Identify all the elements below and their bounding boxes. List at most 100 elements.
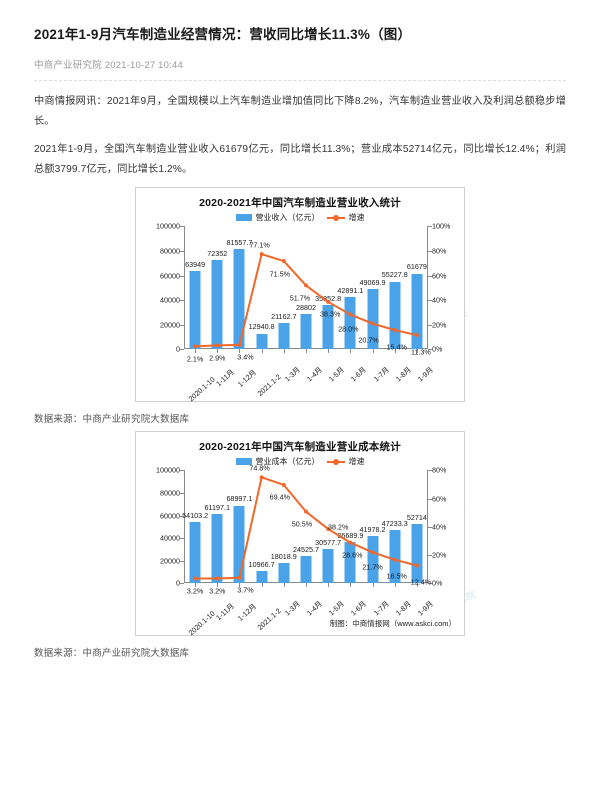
x-axis-tickmark	[283, 583, 285, 588]
bar	[367, 536, 379, 584]
article-meta: 中商产业研究院 2021-10-27 10:44	[34, 59, 183, 71]
x-axis-tickmark	[350, 583, 352, 588]
line-data-point	[259, 252, 264, 257]
line-series	[193, 475, 419, 581]
bar	[344, 542, 356, 584]
bar-group: 28802 1-4月	[295, 226, 324, 384]
chart-title: 2020-2021年中国汽车制造业营业成本统计	[199, 441, 401, 454]
bar-group: 61679 1-9月	[406, 226, 435, 384]
x-axis-tick-label: 1-5月	[326, 365, 347, 384]
y-axis-left-tickmark	[180, 275, 184, 277]
x-axis-tick-label: 1-5月	[326, 599, 347, 618]
bar-group: 61197.1 1-11月	[205, 470, 236, 623]
y-axis-left-tick: 20000	[160, 320, 180, 330]
bar	[189, 522, 201, 584]
line-series	[193, 252, 419, 349]
plot-area: 63949 2020.1-10 72352 1-11月 81557.7 1-12月 1294…	[156, 223, 450, 404]
article-header: 2021年1-9月汽车制造业经营情况：营收同比增长11.3%（图） 中商产业研究…	[0, 0, 600, 71]
y-axis-right-tick: 20%	[432, 550, 447, 560]
header-divider	[34, 79, 566, 81]
y-axis-right	[427, 470, 428, 584]
line-data-point	[259, 475, 264, 480]
x-axis-tickmark	[261, 349, 263, 354]
legend-item-line: 增速	[326, 212, 365, 223]
x-axis-tickmark	[394, 349, 396, 354]
y-axis-left-tickmark	[180, 538, 184, 540]
line-data-point	[326, 300, 331, 305]
x-axis-tick-label: 1-7月	[371, 599, 391, 618]
line-data-point	[215, 343, 220, 348]
y-axis-right-tickmark	[428, 470, 432, 472]
bar-value-label: 30577.7	[315, 537, 342, 547]
bar-group: 10966.7 2021.1-2	[249, 470, 283, 633]
bar-group: 47233.3 1-8月	[382, 470, 413, 618]
x-axis-tickmark	[372, 349, 374, 354]
x-axis-tickmark	[394, 583, 396, 588]
x-axis-tickmark	[217, 583, 219, 588]
chart-credit: 制图：中商情报网（www.askci.com）	[329, 619, 456, 629]
y-axis-right	[427, 226, 428, 350]
y-axis-left	[184, 470, 185, 584]
chart-legend: 营业成本（亿元） 增速	[136, 456, 464, 467]
legend-item-line: 增速	[326, 456, 365, 467]
line-value-label: 3.2%	[209, 586, 226, 596]
line-data-point	[392, 558, 397, 563]
bar-value-label: 36689.9	[337, 530, 364, 540]
bar-value-label: 42891.1	[337, 285, 364, 295]
bar	[211, 260, 223, 350]
legend-label: 增速	[348, 213, 365, 223]
y-axis-right-tickmark	[428, 324, 432, 326]
line-data-point	[281, 483, 286, 488]
line-value-label: 28.6%	[342, 550, 363, 560]
bar	[278, 563, 290, 584]
line-value-label: 71.5%	[269, 268, 291, 278]
line-value-label: 3.4%	[237, 352, 254, 362]
x-axis-tick-label: 1-4月	[304, 365, 324, 384]
y-axis-right-tick: 40%	[432, 295, 447, 305]
y-axis-left-tick: 80000	[160, 246, 180, 256]
bar-group: 68997.1 1-12月	[226, 470, 258, 623]
x-axis-tick-label: 2020.1-10	[186, 609, 217, 638]
line-data-point	[348, 313, 353, 318]
paragraph: 2021年1-9月，全国汽车制造业营业收入61679亿元，同比增长11.3%；营…	[34, 143, 566, 175]
bar-group: 72352 1-11月	[206, 226, 236, 389]
y-axis-left-tickmark	[180, 470, 184, 472]
line-data-point	[414, 333, 419, 338]
x-axis-tickmark	[350, 349, 352, 354]
bar-value-label: 68997.1	[226, 494, 253, 504]
bar-value-label: 12940.8	[248, 322, 275, 332]
bar-value-label: 21162.7	[271, 312, 297, 322]
line-data-point	[414, 563, 419, 568]
x-axis-tickmark	[261, 583, 263, 588]
bar	[367, 289, 379, 350]
x-axis-tickmark	[305, 349, 307, 354]
line-value-label: 2.9%	[209, 353, 226, 363]
line-value-label: 38.2%	[327, 522, 349, 532]
x-axis-tick-label: 1-9月	[415, 365, 435, 384]
line-value-label: 51.7%	[289, 293, 311, 303]
x-axis-tickmark	[217, 349, 219, 354]
line-data-point	[237, 576, 242, 581]
bar-value-label: 24525.7	[292, 544, 319, 554]
legend-item-bar: 营业成本（亿元）	[235, 456, 320, 467]
bar-value-label: 49069.9	[359, 277, 386, 287]
line-data-point	[304, 283, 308, 288]
line-data-point	[392, 328, 397, 333]
line-value-label: 20.7%	[358, 335, 379, 345]
line-value-label: 15.4%	[386, 341, 407, 351]
line-value-label: 21.7%	[362, 562, 383, 572]
line-value-label: 11.3%	[410, 346, 431, 356]
y-axis-right-tick: 20%	[432, 320, 447, 330]
bar-group: 49069.9 1-7月	[359, 226, 391, 384]
y-axis-left-tickmark	[180, 300, 184, 302]
y-axis-right-tickmark	[428, 583, 432, 585]
line-value-label: 28.0%	[338, 324, 359, 334]
x-axis-tick-label: 2021.1-2	[255, 372, 283, 399]
x-axis-tick-label: 1-11月	[214, 367, 237, 389]
chart-revenue: 2020-2021年中国汽车制造业营业收入统计 营业收入（亿元） 增速 6394…	[135, 187, 465, 404]
legend-label: 营业成本（亿元）	[255, 457, 320, 467]
chart-cost: 2020-2021年中国汽车制造业营业成本统计 营业成本（亿元） 增速 5410…	[135, 431, 465, 638]
bar-value-label: 28802	[295, 302, 316, 312]
x-axis-tickmark	[239, 583, 241, 588]
bar	[256, 333, 268, 350]
